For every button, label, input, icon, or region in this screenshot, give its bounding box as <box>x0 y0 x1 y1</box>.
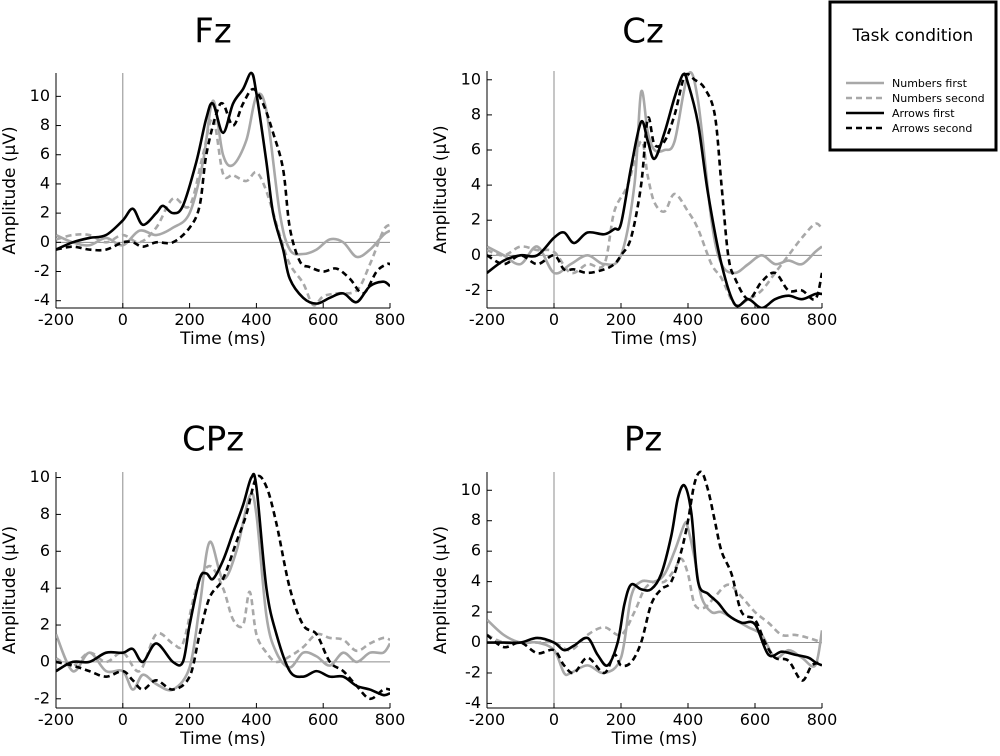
y-tick-label: 4 <box>471 175 481 194</box>
legend-title: Task condition <box>852 26 974 46</box>
panel-title: CPz <box>182 420 244 460</box>
y-tick-label: -2 <box>465 662 481 681</box>
x-tick-label: 0 <box>549 710 559 729</box>
x-tick-label: 600 <box>308 310 339 329</box>
x-tick-label: 200 <box>174 310 205 329</box>
x-tick-label: 0 <box>118 310 128 329</box>
y-tick-label: 0 <box>471 632 481 651</box>
y-tick-label: 2 <box>40 615 50 634</box>
x-tick-label: -200 <box>38 710 74 729</box>
series-line-numbers-first <box>56 492 390 692</box>
y-axis-label: Amplitude (μV) <box>0 526 20 654</box>
y-tick-label: 10 <box>461 480 481 499</box>
panel-fz: Fz -200 0 200 400 600 800 -4 -2 0 2 4 6 8 10 Time (ms) A… <box>0 12 405 350</box>
x-tick-label: -200 <box>469 310 505 329</box>
legend-entries: Numbers first Numbers second Arrows first A… <box>846 77 985 135</box>
legend-box <box>828 0 998 152</box>
y-tick-label: 10 <box>30 86 50 105</box>
x-tick-label: 800 <box>807 710 838 729</box>
y-tick-label: -4 <box>34 290 50 309</box>
y-tick-label: 6 <box>471 140 481 159</box>
panel-cz: Cz -200 0 200 400 600 800 -2 0 2 4 6 8 10 Time (ms) Amp… <box>431 12 837 350</box>
y-tick-label: -2 <box>34 261 50 280</box>
y-tick-label: 2 <box>40 203 50 222</box>
y-tick-label: 8 <box>40 115 50 134</box>
x-tick-label: -200 <box>38 310 74 329</box>
x-tick-label: 400 <box>241 310 272 329</box>
y-tick-label: 4 <box>40 173 50 192</box>
x-tick-label: 400 <box>673 310 704 329</box>
y-tick-label: 4 <box>471 571 481 590</box>
x-axis-label: Time (ms) <box>611 729 698 749</box>
x-axis-label: Time (ms) <box>179 729 266 749</box>
y-tick-label: 8 <box>40 504 50 523</box>
y-tick-label: 6 <box>40 541 50 560</box>
y-axis-label: Amplitude (μV) <box>431 125 451 253</box>
legend-label: Arrows second <box>892 122 972 135</box>
x-tick-label: 0 <box>549 310 559 329</box>
panel-title: Fz <box>194 12 231 52</box>
x-tick-label: 600 <box>740 710 771 729</box>
x-tick-label: 200 <box>606 710 637 729</box>
y-axis-label: Amplitude (μV) <box>0 126 20 254</box>
series-line-numbers-first <box>487 71 822 275</box>
y-tick-label: 2 <box>471 210 481 229</box>
y-tick-label: 4 <box>40 578 50 597</box>
panel-title: Pz <box>624 420 662 460</box>
x-tick-label: -200 <box>469 710 505 729</box>
series-line-arrows-second <box>487 470 822 682</box>
panel-pz: Pz -200 0 200 400 600 800 -4 -2 0 2 4 6 8 10 Time (ms) A… <box>431 420 837 750</box>
series-line-numbers-second <box>487 139 822 307</box>
x-tick-label: 800 <box>807 310 838 329</box>
legend-label: Numbers first <box>892 77 968 90</box>
series-line-arrows-first <box>487 483 822 667</box>
y-axis-label: Amplitude (μV) <box>431 526 451 654</box>
series-line-numbers-second <box>56 564 390 673</box>
y-tick-label: 0 <box>40 232 50 251</box>
x-tick-label: 800 <box>375 710 406 729</box>
y-tick-label: 6 <box>40 144 50 163</box>
series-line-numbers-second <box>487 557 822 652</box>
x-tick-label: 0 <box>118 710 128 729</box>
legend: Task condition Numbers first Numbers seco… <box>828 0 998 152</box>
x-axis-label: Time (ms) <box>179 329 266 349</box>
panel-cpz: CPz -200 0 200 400 600 800 -2 0 2 4 6 8 10 Time (ms) Am… <box>0 420 405 750</box>
series-line-numbers-first <box>56 92 390 259</box>
y-tick-label: 10 <box>30 467 50 486</box>
y-tick-label: 6 <box>471 541 481 560</box>
series-line-arrows-first <box>487 72 822 308</box>
y-tick-label: 0 <box>471 245 481 264</box>
x-tick-label: 200 <box>174 710 205 729</box>
series-line-arrows-second <box>56 474 390 701</box>
y-tick-label: -2 <box>34 688 50 707</box>
x-tick-label: 400 <box>673 710 704 729</box>
series-line-arrows-first <box>56 472 390 697</box>
y-tick-label: 8 <box>471 510 481 529</box>
y-tick-label: -4 <box>465 693 481 712</box>
x-tick-label: 800 <box>375 310 406 329</box>
y-tick-label: 8 <box>471 104 481 123</box>
y-tick-label: 2 <box>471 602 481 621</box>
legend-label: Numbers second <box>892 92 985 105</box>
y-tick-label: -2 <box>465 280 481 299</box>
x-tick-label: 600 <box>308 710 339 729</box>
series-line-arrows-second <box>487 72 822 302</box>
series-line-numbers-second <box>56 116 390 307</box>
x-tick-label: 400 <box>241 710 272 729</box>
panel-title: Cz <box>622 12 664 52</box>
x-tick-label: 600 <box>740 310 771 329</box>
series-line-arrows-first <box>56 71 390 305</box>
series-line-arrows-second <box>56 87 390 295</box>
x-tick-label: 200 <box>606 310 637 329</box>
y-tick-label: 0 <box>40 651 50 670</box>
x-axis-label: Time (ms) <box>611 329 698 349</box>
legend-label: Arrows first <box>892 107 955 120</box>
y-tick-label: 10 <box>461 69 481 88</box>
